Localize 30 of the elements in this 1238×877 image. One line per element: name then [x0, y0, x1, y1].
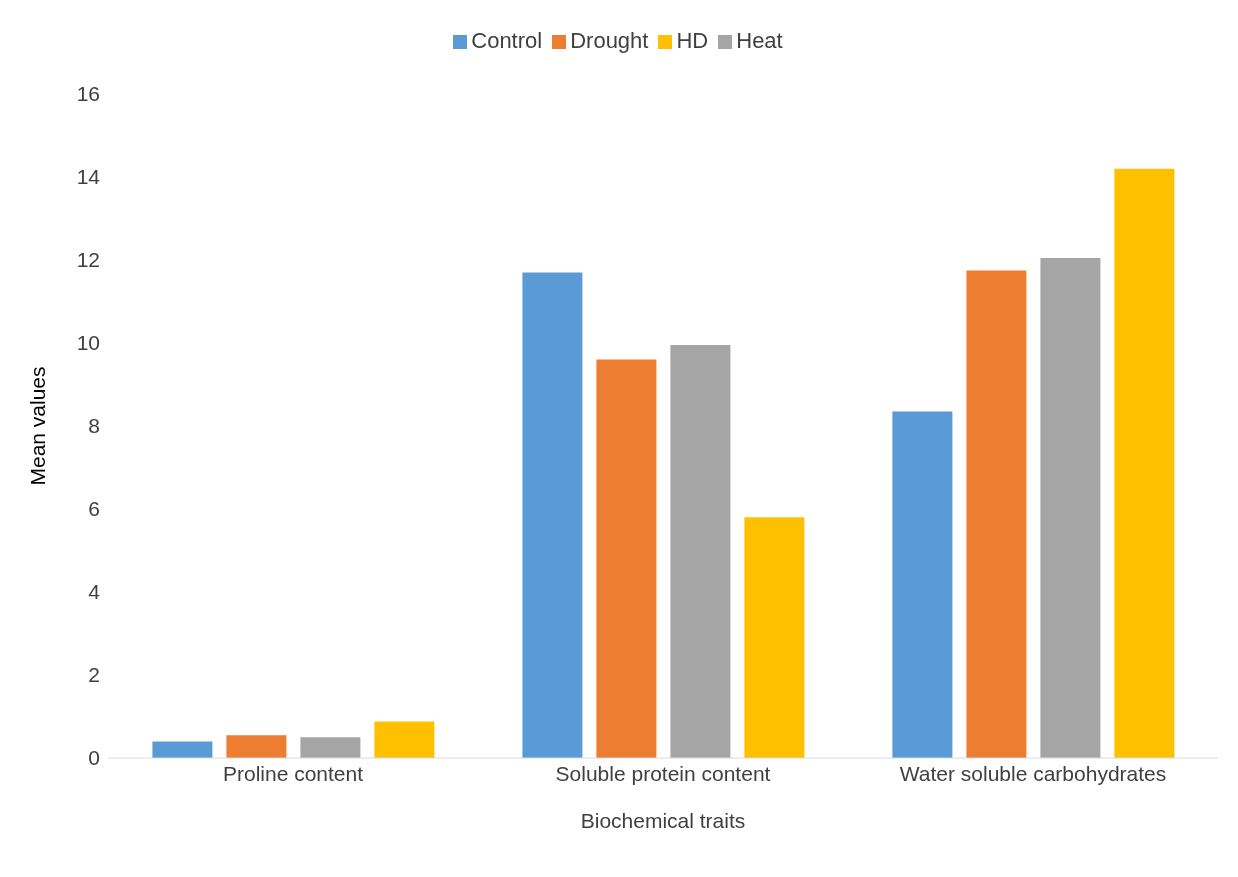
legend-label: Drought [570, 28, 649, 53]
bar [892, 411, 953, 758]
x-tick-label: Soluble protein content [555, 761, 771, 785]
y-axis-title: Mean values [26, 366, 50, 486]
y-tick-label: 6 [88, 497, 100, 521]
y-tick-label: 10 [76, 331, 100, 355]
bar [226, 735, 287, 758]
bar [300, 737, 361, 758]
bar [374, 721, 435, 758]
legend-label: HD [676, 28, 709, 53]
bar [1114, 168, 1175, 758]
x-tick-label: Proline content [222, 761, 364, 785]
legend-label: Control [471, 28, 543, 53]
bar [522, 272, 583, 758]
y-tick-label: 12 [76, 248, 100, 272]
legend-label: Heat [736, 28, 783, 53]
y-tick-label: 0 [88, 746, 100, 770]
bar [596, 359, 657, 758]
y-tick-label: 14 [76, 165, 101, 189]
bar [966, 270, 1027, 758]
y-tick-label: 8 [88, 414, 100, 438]
y-tick-label: 2 [88, 663, 100, 687]
bar [744, 517, 805, 758]
bar [1040, 257, 1101, 758]
x-axis-title: Biochemical traits [580, 809, 746, 832]
y-tick-label: 16 [76, 82, 100, 106]
bar [152, 741, 213, 758]
x-tick-label: Water soluble carbohydrates [899, 761, 1167, 785]
bar [670, 345, 731, 758]
y-tick-label: 4 [88, 580, 101, 604]
